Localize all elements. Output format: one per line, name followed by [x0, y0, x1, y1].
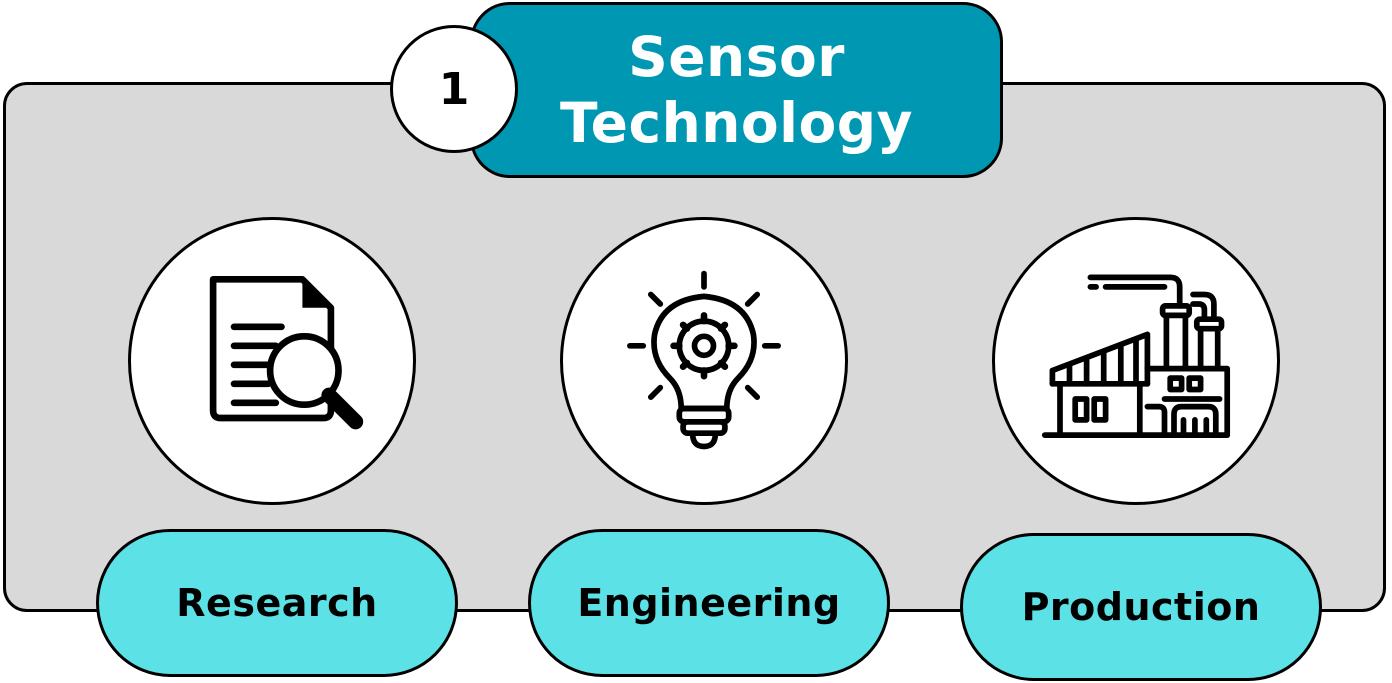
engineering-icon-circle: [560, 217, 848, 505]
title-box: Sensor Technology: [470, 2, 1003, 178]
document-search-icon: [209, 275, 364, 430]
stage-pill-production: Production: [960, 533, 1322, 681]
stage-pill-research: Research: [96, 529, 458, 677]
title-text: Sensor Technology: [559, 25, 914, 155]
stage-label-production: Production: [1021, 585, 1261, 629]
stage-label-research: Research: [176, 581, 378, 625]
lightbulb-gear-icon: [627, 270, 781, 450]
research-icon-circle: [128, 217, 416, 505]
production-icon-circle: [992, 217, 1280, 505]
factory-icon: [1041, 274, 1231, 438]
stage-pill-engineering: Engineering: [528, 529, 890, 677]
number-text: 1: [438, 63, 470, 115]
number-badge: 1: [390, 25, 518, 153]
stage-label-engineering: Engineering: [577, 581, 841, 625]
